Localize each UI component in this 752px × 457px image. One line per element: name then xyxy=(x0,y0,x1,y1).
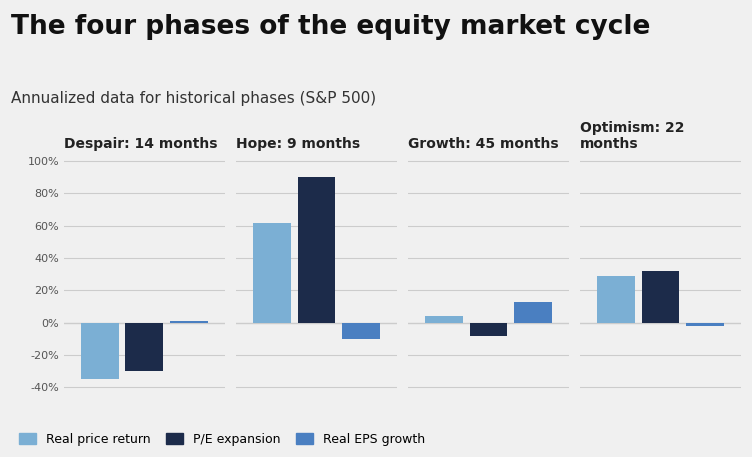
Bar xyxy=(641,271,679,323)
Bar xyxy=(686,323,723,326)
Text: Optimism: 22
months: Optimism: 22 months xyxy=(580,121,684,151)
Bar xyxy=(342,323,380,339)
Text: Growth: 45 months: Growth: 45 months xyxy=(408,137,559,151)
Text: Despair: 14 months: Despair: 14 months xyxy=(64,137,217,151)
Bar xyxy=(253,223,291,323)
Bar xyxy=(298,177,335,323)
Bar xyxy=(469,323,507,335)
Bar xyxy=(126,323,163,371)
Legend: Real price return, P/E expansion, Real EPS growth: Real price return, P/E expansion, Real E… xyxy=(14,428,430,451)
Text: Annualized data for historical phases (S&P 500): Annualized data for historical phases (S… xyxy=(11,91,377,106)
Bar xyxy=(425,316,462,323)
Bar xyxy=(81,323,119,379)
Text: Hope: 9 months: Hope: 9 months xyxy=(236,137,360,151)
Text: The four phases of the equity market cycle: The four phases of the equity market cyc… xyxy=(11,14,650,40)
Bar xyxy=(170,321,208,323)
Bar xyxy=(514,302,552,323)
Bar xyxy=(597,276,635,323)
